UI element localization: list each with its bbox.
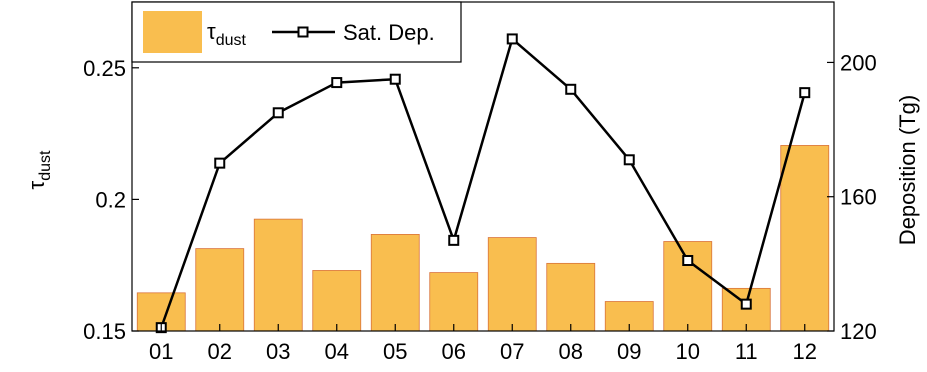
bar xyxy=(780,145,830,332)
point-marker xyxy=(214,157,226,169)
legend: τdust Sat. Dep. xyxy=(131,1,462,63)
x-tick-label: 07 xyxy=(500,339,524,364)
point-marker xyxy=(740,298,752,310)
bar xyxy=(546,262,596,332)
x-tick-label: 02 xyxy=(208,339,232,364)
right-tick-label: 160 xyxy=(840,185,877,210)
bar xyxy=(370,234,420,332)
left-axis-label-main: τ xyxy=(24,180,49,189)
x-tick-label: 11 xyxy=(735,339,758,364)
left-tick-label: 0.2 xyxy=(95,187,126,212)
bar xyxy=(195,248,245,332)
ticks: 0.15 0.2 0.25 120 160 200 01 02 03 04 05 06 07 08 09 10… xyxy=(83,50,877,364)
x-tick-label: 12 xyxy=(793,339,817,364)
x-tick-label: 03 xyxy=(266,339,290,364)
plot-frame xyxy=(131,1,835,332)
legend-line-marker xyxy=(297,26,309,38)
bar xyxy=(663,241,713,332)
legend-bar-label-main: τ xyxy=(207,19,216,44)
point-marker xyxy=(623,154,635,166)
point-marker xyxy=(448,234,460,246)
bar-series xyxy=(136,145,830,332)
point-marker xyxy=(331,77,343,89)
bar xyxy=(429,272,479,332)
legend-bar-label-sub: dust xyxy=(216,32,247,49)
series-line xyxy=(160,37,806,329)
x-tick-label: 10 xyxy=(676,339,700,364)
legend-bar-swatch xyxy=(143,11,202,53)
x-tick-label: 09 xyxy=(617,339,641,364)
right-axis-label: Deposition (Tg) xyxy=(895,95,920,245)
right-tick-label: 200 xyxy=(840,50,877,75)
line-series xyxy=(155,33,811,334)
point-marker xyxy=(389,73,401,85)
bar xyxy=(487,237,537,332)
legend-line-label: Sat. Dep. xyxy=(343,20,435,45)
bar xyxy=(253,218,303,332)
point-marker xyxy=(799,87,811,99)
point-marker xyxy=(506,33,518,45)
left-tick-label: 0.15 xyxy=(83,319,126,344)
left-axis-label-sub: dust xyxy=(37,150,54,181)
x-tick-label: 08 xyxy=(559,339,583,364)
x-tick-label: 04 xyxy=(325,339,349,364)
axes xyxy=(131,1,835,332)
point-marker xyxy=(565,83,577,95)
legend-bar-label: τdust xyxy=(207,19,247,49)
point-marker xyxy=(272,107,284,119)
left-axis-label: τdust xyxy=(24,150,54,190)
point-marker xyxy=(682,255,694,266)
right-tick-label: 120 xyxy=(840,319,877,344)
bar xyxy=(721,287,771,332)
x-tick-label: 05 xyxy=(383,339,407,364)
x-tick-label: 01 xyxy=(149,339,173,364)
left-tick-label: 0.25 xyxy=(83,56,126,81)
bar xyxy=(312,270,362,332)
x-tick-label: 06 xyxy=(442,339,466,364)
